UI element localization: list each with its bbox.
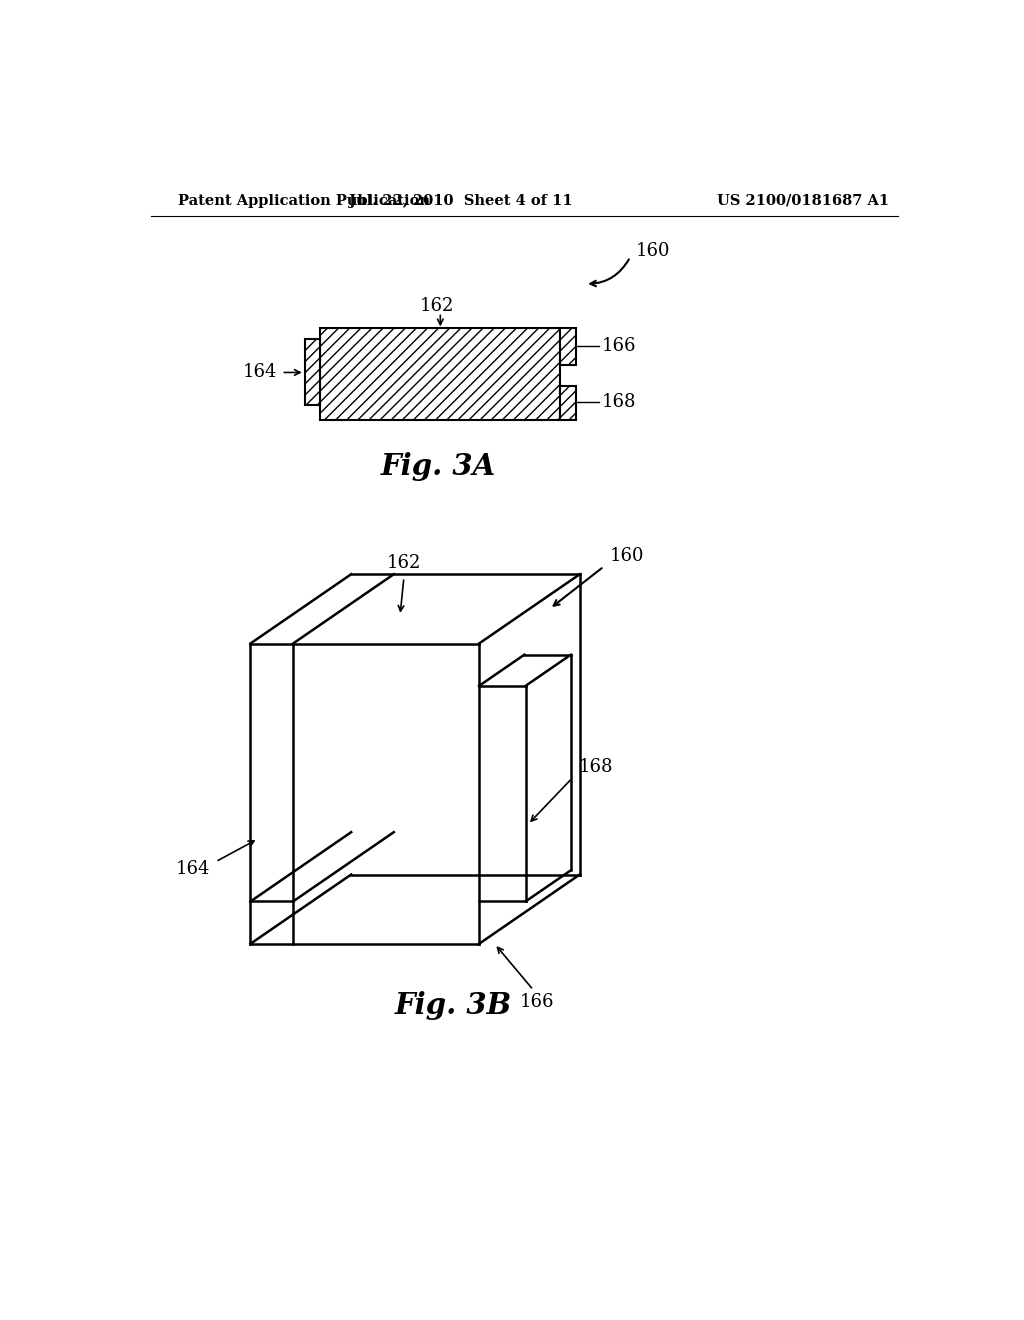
Text: 166: 166 [601,338,636,355]
Bar [305,339,321,405]
Text: 164: 164 [176,861,210,879]
Text: 160: 160 [610,548,644,565]
Text: 164: 164 [244,363,278,381]
Text: Patent Application Publication: Patent Application Publication [178,194,430,207]
Bar [560,385,575,420]
Text: US 2100/0181687 A1: US 2100/0181687 A1 [717,194,889,207]
Text: 162: 162 [387,554,421,573]
Text: Fig. 3A: Fig. 3A [380,451,496,480]
Bar [321,327,560,420]
Text: 162: 162 [419,297,454,315]
Text: 160: 160 [636,242,670,260]
Text: Jul. 22, 2010  Sheet 4 of 11: Jul. 22, 2010 Sheet 4 of 11 [349,194,573,207]
Text: 168: 168 [601,393,636,412]
Bar [560,327,575,364]
Text: 166: 166 [520,993,554,1011]
Text: Fig. 3B: Fig. 3B [395,991,512,1020]
Text: 168: 168 [579,758,612,776]
